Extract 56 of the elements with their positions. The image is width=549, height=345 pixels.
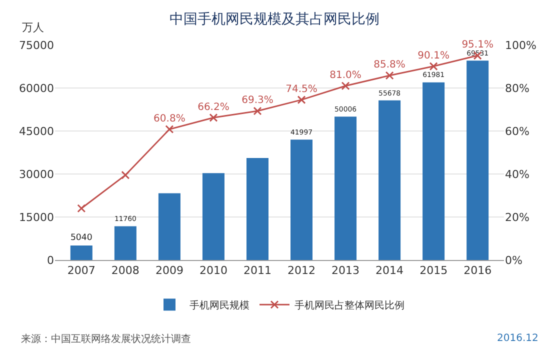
data-label: 85.8% bbox=[374, 60, 406, 71]
data-label: 60.8% bbox=[154, 113, 186, 124]
bar bbox=[422, 82, 445, 260]
y-tick-label: 0 bbox=[47, 254, 54, 267]
point bbox=[385, 71, 394, 80]
y2-tick-label: 80% bbox=[505, 82, 530, 95]
x-tick-label: 2014 bbox=[376, 264, 404, 278]
point bbox=[297, 96, 306, 104]
chart-title: 中国手机网民规模及其占网民比例 bbox=[170, 12, 380, 28]
data-label: 90.1% bbox=[418, 50, 450, 62]
point bbox=[121, 170, 130, 180]
y2-tick-label: 0% bbox=[505, 254, 522, 267]
y2-tick-label: 100% bbox=[505, 38, 536, 52]
point bbox=[341, 82, 350, 90]
bar bbox=[334, 116, 357, 260]
y-tick-label: 45000 bbox=[19, 124, 54, 138]
x-tick-label: 2010 bbox=[199, 264, 228, 278]
source-note: 来源：中国互联网络发展状况统计调查 bbox=[21, 333, 191, 345]
text: 2016.12 bbox=[497, 333, 538, 344]
legend-label: 手机网民规模 bbox=[190, 300, 250, 312]
data-label: 81.0% bbox=[330, 70, 362, 81]
data-label: 74.5% bbox=[286, 84, 318, 95]
y2-tick-label: 60% bbox=[505, 124, 530, 138]
y-tick-label: 75000 bbox=[19, 38, 54, 52]
y2-tick-label: 20% bbox=[505, 210, 530, 224]
point bbox=[209, 113, 218, 122]
legend-label: 手机网民占整体网民比例 bbox=[294, 300, 404, 312]
bar bbox=[246, 158, 268, 260]
point bbox=[165, 125, 174, 134]
bar bbox=[158, 193, 180, 260]
x-tick-label: 2015 bbox=[420, 264, 448, 278]
x-tick-label: 2008 bbox=[111, 264, 140, 278]
point bbox=[429, 62, 438, 71]
x-tick-label: 2007 bbox=[67, 264, 96, 278]
y-tick-label: 15000 bbox=[19, 210, 54, 224]
x-tick-label: 2016 bbox=[464, 264, 492, 278]
point bbox=[77, 204, 86, 213]
y-tick-label: 60000 bbox=[19, 82, 54, 95]
data-label: 69.3% bbox=[242, 95, 274, 106]
x-tick-label: 2012 bbox=[288, 264, 316, 278]
point bbox=[253, 106, 262, 116]
y-tick-label: 30000 bbox=[19, 168, 54, 181]
bar bbox=[202, 173, 224, 260]
y2-tick-label: 40% bbox=[505, 168, 530, 181]
data-label: 95.1% bbox=[462, 40, 494, 51]
bar bbox=[114, 226, 136, 260]
x-tick-label: 2013 bbox=[332, 264, 360, 278]
bar bbox=[466, 60, 489, 260]
bar bbox=[70, 246, 92, 260]
bar bbox=[378, 100, 401, 260]
data-label: 66.2% bbox=[198, 102, 230, 113]
data-label: 5040 bbox=[70, 232, 92, 243]
x-tick-label: 2009 bbox=[155, 264, 184, 278]
x-tick-label: 2011 bbox=[243, 264, 272, 278]
y-axis-title: 万人 bbox=[22, 21, 44, 34]
bar bbox=[290, 140, 313, 260]
